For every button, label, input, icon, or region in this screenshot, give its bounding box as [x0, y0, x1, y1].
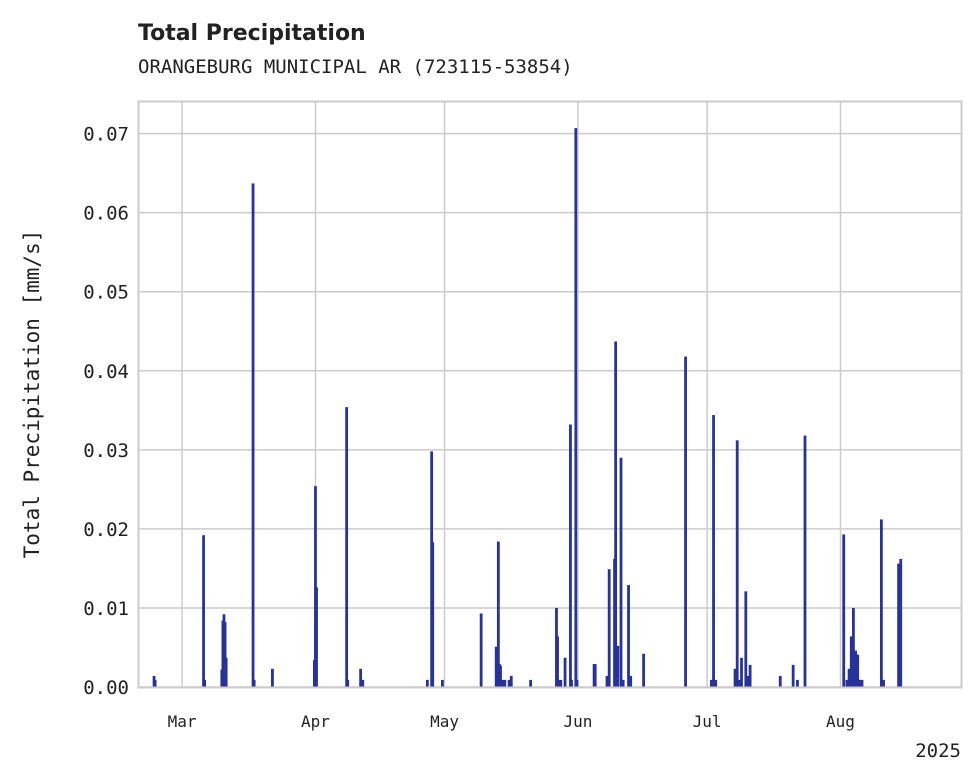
precip-bar — [860, 679, 864, 687]
precip-bar — [503, 679, 507, 687]
precip-bar — [621, 679, 625, 687]
precip-bar — [569, 424, 572, 687]
precip-bar — [842, 534, 846, 687]
precip-bar — [501, 679, 505, 687]
precip-bar — [153, 679, 157, 687]
precip-bar — [791, 664, 795, 687]
precip-bar — [557, 679, 561, 687]
precip-bar — [616, 645, 620, 687]
precip-bar — [563, 657, 567, 687]
precip-bar — [251, 183, 255, 688]
precip-bar — [748, 664, 752, 687]
precip-bar — [359, 668, 363, 687]
y-axis-label: Total Precipitation [mm/s] — [20, 230, 44, 559]
precip-bar — [712, 415, 715, 687]
precip-bar — [735, 440, 739, 687]
precip-bar — [605, 675, 609, 687]
precip-bar — [627, 585, 630, 687]
precip-bar — [529, 679, 533, 687]
precip-bar — [575, 679, 579, 687]
y-tick-label: 0.04 — [83, 361, 129, 383]
precip-bar — [854, 650, 857, 687]
precip-bar — [559, 679, 563, 687]
precip-bar — [897, 563, 900, 687]
precip-bar — [629, 675, 633, 687]
precip-bar — [852, 607, 855, 687]
precip-bar — [271, 668, 274, 687]
precip-bar — [507, 679, 511, 687]
precip-bar — [744, 591, 748, 687]
y-tick-label: 0.01 — [83, 598, 129, 620]
x-axis-year-label: 2025 — [915, 740, 961, 762]
x-tick-label: Apr — [301, 712, 330, 731]
precip-bar — [593, 664, 597, 687]
x-tick-label: May — [430, 712, 459, 731]
precip-bar — [733, 668, 737, 687]
y-tick-label: 0.06 — [83, 203, 129, 225]
precip-bar — [746, 675, 750, 687]
precip-bar — [479, 613, 483, 687]
precip-bar — [778, 675, 782, 687]
y-tick-label: 0.03 — [83, 440, 129, 462]
x-tick-labels: Mar Apr May Jun Jul Aug — [168, 712, 855, 731]
precip-bar — [494, 646, 498, 687]
precip-bar — [882, 679, 885, 687]
y-tick-label: 0.05 — [83, 282, 129, 304]
precip-bar — [684, 356, 687, 687]
plot-frame — [137, 100, 963, 689]
precip-bar — [345, 407, 349, 687]
y-tick-label: 0.02 — [83, 519, 129, 541]
bars-layer — [152, 128, 903, 688]
precip-bar — [556, 636, 559, 687]
precip-bar — [847, 668, 851, 687]
precip-bar — [509, 675, 513, 687]
precip-bar — [737, 679, 741, 687]
x-tick-label: Mar — [168, 712, 197, 731]
precip-bar — [879, 519, 883, 687]
precip-bar — [614, 341, 618, 687]
precip-bar — [346, 679, 350, 687]
precip-bar — [899, 558, 903, 687]
precip-bar — [431, 542, 435, 687]
precip-bar — [856, 654, 860, 687]
precip-bar — [709, 679, 713, 687]
precip-bar — [315, 587, 318, 687]
precip-bar — [202, 535, 205, 687]
precip-bar — [361, 679, 365, 687]
precip-bar — [607, 569, 611, 687]
precip-bar — [499, 665, 502, 687]
x-tick-label: Aug — [826, 712, 855, 731]
precip-bar — [314, 486, 317, 687]
precip-bar — [203, 679, 207, 687]
y-tick-label: 0.00 — [83, 677, 129, 699]
chart-subtitle: ORANGEBURG MUNICIPAL AR (723115-53854) — [138, 56, 573, 78]
precip-bar — [223, 622, 227, 687]
precip-bar — [740, 657, 743, 687]
precip-bar — [496, 541, 500, 687]
precip-bar — [441, 679, 444, 687]
precip-bar — [858, 679, 862, 687]
y-tick-labels: 0.00 0.01 0.02 0.03 0.04 0.05 0.06 0.07 — [83, 124, 129, 699]
precip-bar — [845, 679, 849, 687]
precip-bar — [619, 457, 623, 687]
precip-bar — [252, 679, 256, 687]
precip-bar — [849, 636, 853, 687]
precip-bar — [425, 679, 429, 687]
chart-title: Total Precipitation — [138, 21, 366, 46]
x-tick-label: Jul — [693, 712, 722, 731]
x-tick-label: Jun — [564, 712, 593, 731]
grid-layer — [139, 102, 961, 688]
precip-bar — [224, 657, 228, 687]
precip-bar — [570, 679, 573, 687]
precip-bar — [642, 653, 646, 687]
precip-bar — [714, 679, 718, 687]
y-tick-label: 0.07 — [83, 124, 129, 146]
precip-bar — [803, 435, 807, 687]
precip-bar — [796, 679, 799, 687]
precip-bar — [574, 128, 578, 688]
